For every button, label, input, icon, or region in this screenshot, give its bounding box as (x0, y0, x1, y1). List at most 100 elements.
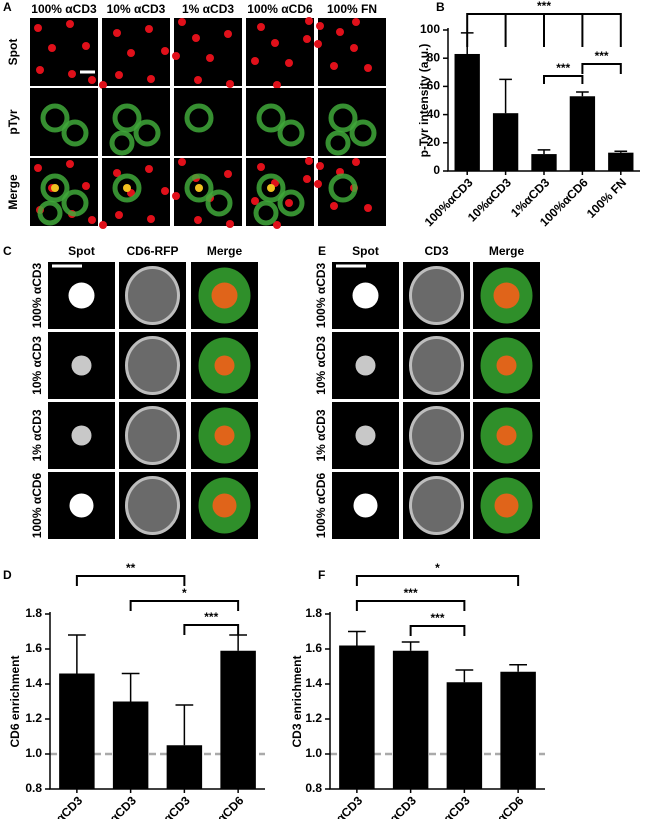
spot (192, 34, 200, 42)
cell (277, 189, 305, 217)
significance-label: ** (126, 561, 136, 575)
micrograph (318, 18, 386, 86)
spot (350, 44, 358, 52)
spot (211, 282, 238, 309)
significance-bracket (183, 624, 240, 635)
cell (133, 119, 161, 147)
error-bar (68, 634, 86, 674)
error-bar (455, 669, 474, 683)
error-bar (537, 149, 551, 155)
error-bar (229, 634, 247, 651)
bar (112, 701, 149, 789)
error-bar (175, 704, 194, 746)
row-header: 100% αCD3 (314, 262, 328, 328)
error-bar (499, 78, 512, 114)
x-tick-label: 1%αCD3 (428, 793, 473, 819)
axes (447, 28, 640, 172)
spot (68, 70, 76, 78)
significance-bracket (409, 625, 466, 636)
spot (214, 425, 235, 446)
x-tick-label: 10%αCD3 (370, 793, 419, 819)
significance-label: *** (404, 586, 418, 600)
cell (409, 476, 464, 535)
y-tick-label: 40 (427, 107, 441, 121)
y-tick-label: 100 (420, 22, 440, 36)
y-axis-label: p-Tyr intensity (a.u.) (417, 44, 431, 158)
spot (69, 493, 94, 518)
spot (257, 163, 265, 171)
column-header: 100% αCD6 (247, 2, 313, 16)
spot (88, 216, 96, 224)
spot (34, 24, 42, 32)
spot (226, 80, 234, 88)
error-bar (576, 91, 589, 97)
spot (147, 215, 155, 223)
cell (40, 173, 70, 203)
cell (256, 173, 286, 203)
cell (256, 103, 286, 133)
y-tick-label: 1.0 (25, 746, 42, 760)
cell (184, 103, 214, 133)
bar (454, 53, 480, 171)
cell (125, 406, 180, 465)
cell (328, 103, 358, 133)
spot (494, 493, 519, 518)
spot (224, 30, 232, 38)
axes (329, 612, 545, 790)
x-tick-label: 100%αCD3 (311, 793, 365, 819)
significance-label: * (182, 586, 187, 600)
y-tick-label: 80 (427, 50, 441, 64)
spot (316, 162, 324, 170)
spot (194, 216, 202, 224)
y-tick-label: 1.0 (305, 746, 322, 760)
bar (608, 152, 634, 171)
row-header: 10% αCD3 (314, 336, 328, 395)
significance-label: *** (556, 61, 570, 75)
spot (214, 355, 235, 376)
panel-label: C (3, 244, 12, 258)
y-axis-label: CD3 enrichment (290, 655, 304, 747)
spot (113, 29, 121, 37)
bar (531, 154, 557, 171)
row-header: 100% αCD6 (314, 472, 328, 538)
spot (305, 157, 313, 165)
spot (115, 71, 123, 79)
colocal (51, 184, 59, 192)
column-header: 100% αCD3 (31, 2, 97, 16)
spot (273, 81, 281, 89)
spot (330, 62, 338, 70)
row-header: Spot (6, 39, 20, 66)
column-header: Spot (68, 244, 95, 258)
spot (285, 59, 293, 67)
y-tick-label: 0.8 (25, 781, 42, 795)
spot (172, 192, 180, 200)
spot (48, 44, 56, 52)
spot (82, 182, 90, 190)
spot (68, 282, 95, 309)
column-header: CD6-RFP (126, 244, 178, 258)
spot (113, 169, 121, 177)
spot (251, 197, 259, 205)
significance-bracket (543, 75, 584, 84)
y-tick-label: 1.2 (25, 711, 42, 725)
cell (125, 476, 180, 535)
cell (409, 336, 464, 395)
spot (224, 170, 232, 178)
cell (205, 189, 233, 217)
significance-label: *** (595, 49, 609, 63)
spot (66, 20, 74, 28)
y-tick-label: 1.8 (25, 606, 42, 620)
bar (339, 645, 375, 789)
spot (496, 355, 517, 376)
panel-label: A (3, 0, 12, 14)
spot (212, 493, 237, 518)
x-tick-label: 1%αCD3 (148, 793, 193, 819)
row-header: Merge (6, 174, 20, 210)
spot (355, 355, 376, 376)
spot (127, 49, 135, 57)
spot (145, 25, 153, 33)
column-header: 1% αCD3 (182, 2, 234, 16)
spot (251, 57, 259, 65)
significance-label: * (435, 561, 440, 575)
